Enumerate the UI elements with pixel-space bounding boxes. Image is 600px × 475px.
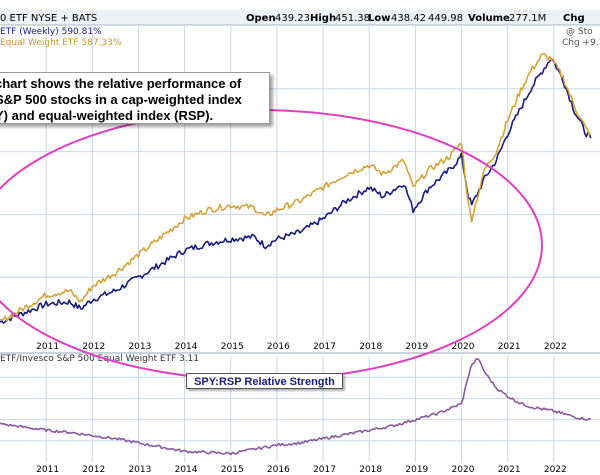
upper-series-lines: [0, 52, 592, 324]
annotation-line-2: S&P 500 stocks in a cap-weighted index: [0, 92, 242, 107]
high-label: High: [310, 13, 336, 24]
annotation-box: chart shows the relative performance of …: [0, 72, 270, 124]
x-tick-label: 2015: [221, 342, 244, 352]
x-tick-label: 2017: [313, 342, 336, 352]
open-label: Open: [246, 13, 276, 24]
x-tick-label: 2016: [267, 465, 290, 475]
x-tick-label: 2022: [544, 465, 567, 475]
header-symbol: 0 ETF NYSE + BATS: [0, 13, 97, 24]
volume-value: 277.1M: [509, 13, 546, 24]
lower-gridlines: [0, 356, 600, 462]
watermark-chg: Chg +9.3: [562, 38, 600, 48]
x-tick-label: 2018: [359, 342, 382, 352]
x-tick-label: 2020: [452, 465, 475, 475]
open-value: 439.23: [275, 13, 310, 24]
chg-label: Chg: [563, 13, 585, 24]
series-line-2: [0, 52, 592, 322]
x-tick-label: 2016: [267, 342, 290, 352]
volume-label: Volume: [468, 13, 510, 24]
low-value: 438.42: [391, 13, 426, 24]
header-strip: [0, 10, 600, 25]
header-ohlc: Open 439.23 High 451.38 Low 438.42 449.9…: [246, 13, 585, 24]
x-tick-label: 2019: [405, 342, 428, 352]
x-tick-label: 2015: [221, 465, 244, 475]
x-tick-label: 2017: [313, 465, 336, 475]
lower-x-tick-labels: 2011 2012 2013 2014 2015 2016 2017 2018 2019 2020…: [36, 465, 567, 475]
legend-rsp: Equal Weight ETF 587.33%: [0, 38, 122, 48]
x-tick-label: 2012: [82, 465, 105, 475]
high-value: 451.38: [335, 13, 370, 24]
x-tick-label: 2020: [452, 342, 475, 352]
legend-spy: ETF (Weekly) 590.81%: [0, 27, 102, 37]
x-tick-label: 2022: [544, 342, 567, 352]
x-tick-label: 2013: [128, 465, 151, 475]
x-tick-label: 2021: [498, 465, 521, 475]
relative-strength-label: SPY:RSP Relative Strength: [186, 373, 343, 389]
lower-panel: 2011 2012 2013 2014 2015 2016 2017 2018 2019 2020…: [0, 356, 600, 475]
series-line-1: [0, 58, 592, 324]
x-tick-label: 2018: [359, 465, 382, 475]
x-tick-label: 2011: [36, 465, 59, 475]
annotation-line-1: chart shows the relative performance of: [0, 76, 242, 91]
x-tick-label: 2013: [128, 342, 151, 352]
x-tick-label: 2014: [175, 465, 198, 475]
upper-x-tick-labels: 2011 2012 2013 2014 2015 2016 2017 2018 2019 2020…: [36, 342, 567, 352]
x-tick-label: 2021: [498, 342, 521, 352]
x-tick-label: 2014: [175, 342, 198, 352]
x-tick-label: 2019: [405, 465, 428, 475]
series-line-1: [0, 358, 592, 456]
upper-panel: 2011 2012 2013 2014 2015 2016 2017 2018 2019 2020…: [0, 26, 600, 352]
lower-series-lines: [0, 358, 592, 456]
annotation-line-3: Y) and equal-weighted index (RSP).: [0, 108, 214, 123]
lower-legend: ETF/Invesco S&P 500 Equal Weight ETF 3.1…: [0, 354, 199, 364]
watermark-source: @ Sto: [566, 27, 593, 37]
x-tick-label: 2012: [82, 342, 105, 352]
low-label: Low: [368, 13, 390, 24]
close-value: 449.98: [428, 13, 463, 24]
x-tick-label: 2011: [36, 342, 59, 352]
